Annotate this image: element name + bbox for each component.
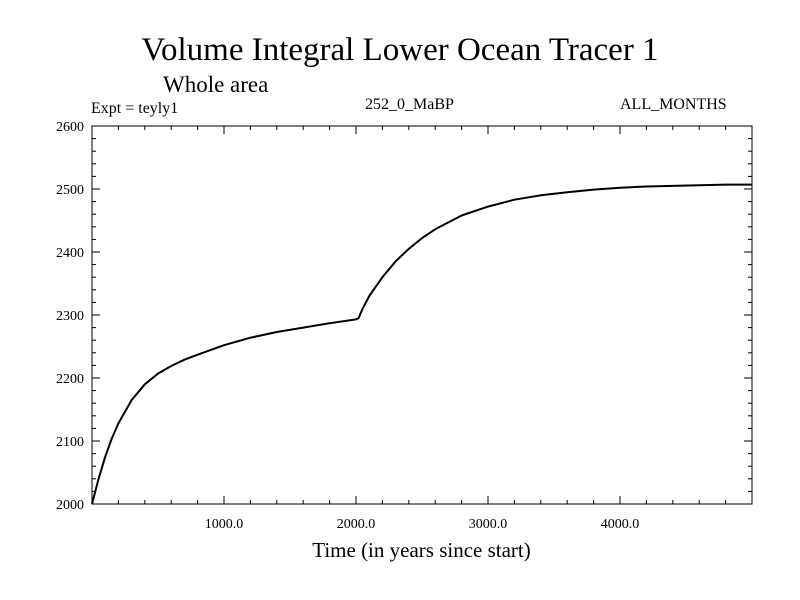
y-tick-label: 2600 — [56, 120, 84, 135]
chart-subtitle: Whole area — [163, 72, 269, 97]
months-label: ALL_MONTHS — [620, 96, 727, 113]
plot-frame — [91, 125, 753, 505]
y-tick-label: 2500 — [56, 183, 84, 198]
x-tick-label: 4000.0 — [601, 517, 640, 532]
y-tick-label: 2100 — [56, 435, 84, 450]
y-tick-label: 2000 — [56, 498, 84, 513]
x-tick-label: 3000.0 — [469, 517, 508, 532]
y-tick-label: 2300 — [56, 309, 84, 324]
x-tick-label: 1000.0 — [205, 517, 244, 532]
x-tick-label: 2000.0 — [337, 517, 376, 532]
x-axis-label: Time (in years since start) — [312, 538, 531, 562]
series-line — [91, 183, 752, 505]
experiment-label: Expt = teyly1 — [91, 100, 179, 117]
period-label: 252_0_MaBP — [365, 96, 454, 113]
y-tick-label: 2200 — [56, 372, 84, 387]
y-tick-label: 2400 — [56, 246, 84, 261]
chart-title: Volume Integral Lower Ocean Tracer 1 — [141, 32, 659, 68]
